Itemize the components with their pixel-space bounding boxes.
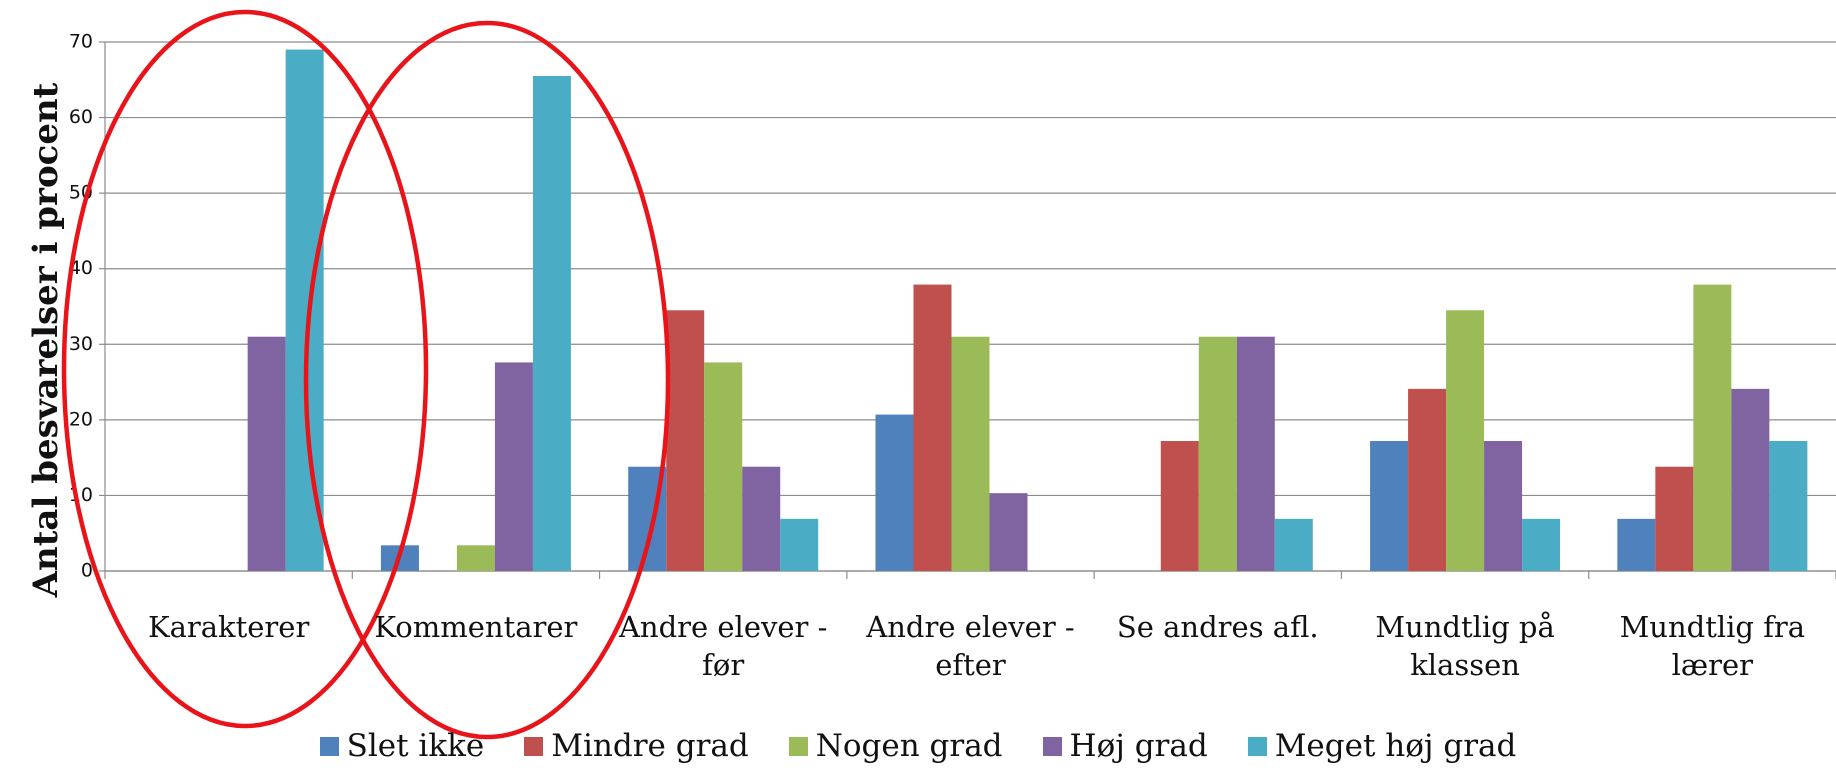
legend-swatch (1247, 736, 1267, 756)
x-tick-label: Karakterer (147, 610, 310, 644)
legend: Slet ikke Mindre grad Nogen grad Høj grad Me… (0, 728, 1836, 764)
bar (704, 362, 743, 571)
y-tick-label: 70 (69, 31, 93, 53)
bar (494, 362, 533, 571)
x-tick-label: Se andres afl. (1116, 610, 1319, 644)
x-tick-label: Kommentarer (374, 610, 578, 644)
bar (1693, 284, 1732, 571)
legend-label: Mindre grad (551, 728, 749, 764)
bar (1370, 441, 1409, 571)
highlight-ellipse (61, 9, 429, 729)
legend-swatch (788, 736, 808, 756)
y-axis-label: Antal besvarelser i procent (26, 82, 66, 598)
bar (1769, 441, 1808, 571)
bar (1198, 336, 1237, 571)
legend-swatch (524, 736, 544, 756)
bar (247, 336, 286, 571)
legend-item: Høj grad (1042, 728, 1208, 764)
bar (875, 414, 914, 571)
legend-item: Nogen grad (788, 728, 1003, 764)
bar (1236, 336, 1275, 571)
y-tick-label: 20 (69, 408, 93, 430)
legend-swatch (319, 736, 339, 756)
bar (913, 284, 952, 571)
bar (951, 336, 990, 571)
bar (1617, 518, 1656, 571)
legend-label: Nogen grad (815, 728, 1003, 764)
bar (989, 493, 1028, 571)
legend-item: Mindre grad (524, 728, 749, 764)
bar (742, 466, 781, 571)
bar (1655, 466, 1694, 571)
y-tick-label: 60 (69, 106, 93, 128)
legend-label: Høj grad (1069, 728, 1208, 764)
legend-swatch (1042, 736, 1062, 756)
bar (666, 310, 705, 571)
bar (532, 76, 571, 571)
y-tick-label: 0 (81, 560, 93, 582)
x-tick-label: Mundtlig fra lærer (1619, 610, 1806, 682)
bar (1731, 388, 1770, 571)
legend-label: Meget høj grad (1274, 728, 1517, 764)
bar (1408, 388, 1447, 571)
bar (285, 49, 324, 572)
x-tick-label: Mundtlig på klassen (1375, 610, 1555, 682)
x-tick-label: Andre elever - før (618, 610, 828, 682)
bar (1274, 518, 1313, 571)
y-tick-label: 30 (69, 333, 93, 355)
bar (1484, 441, 1523, 571)
legend-item: Meget høj grad (1247, 728, 1517, 764)
bar (780, 518, 819, 571)
legend-item: Slet ikke (319, 728, 485, 764)
highlight-ellipse (303, 20, 671, 740)
y-tick-label: 40 (69, 257, 93, 279)
legend-label: Slet ikke (346, 728, 485, 764)
bar (456, 545, 495, 571)
bar (1522, 518, 1561, 571)
bar (1446, 310, 1485, 571)
x-tick-label: Andre elever - efter (866, 610, 1075, 682)
bar (1160, 441, 1199, 571)
